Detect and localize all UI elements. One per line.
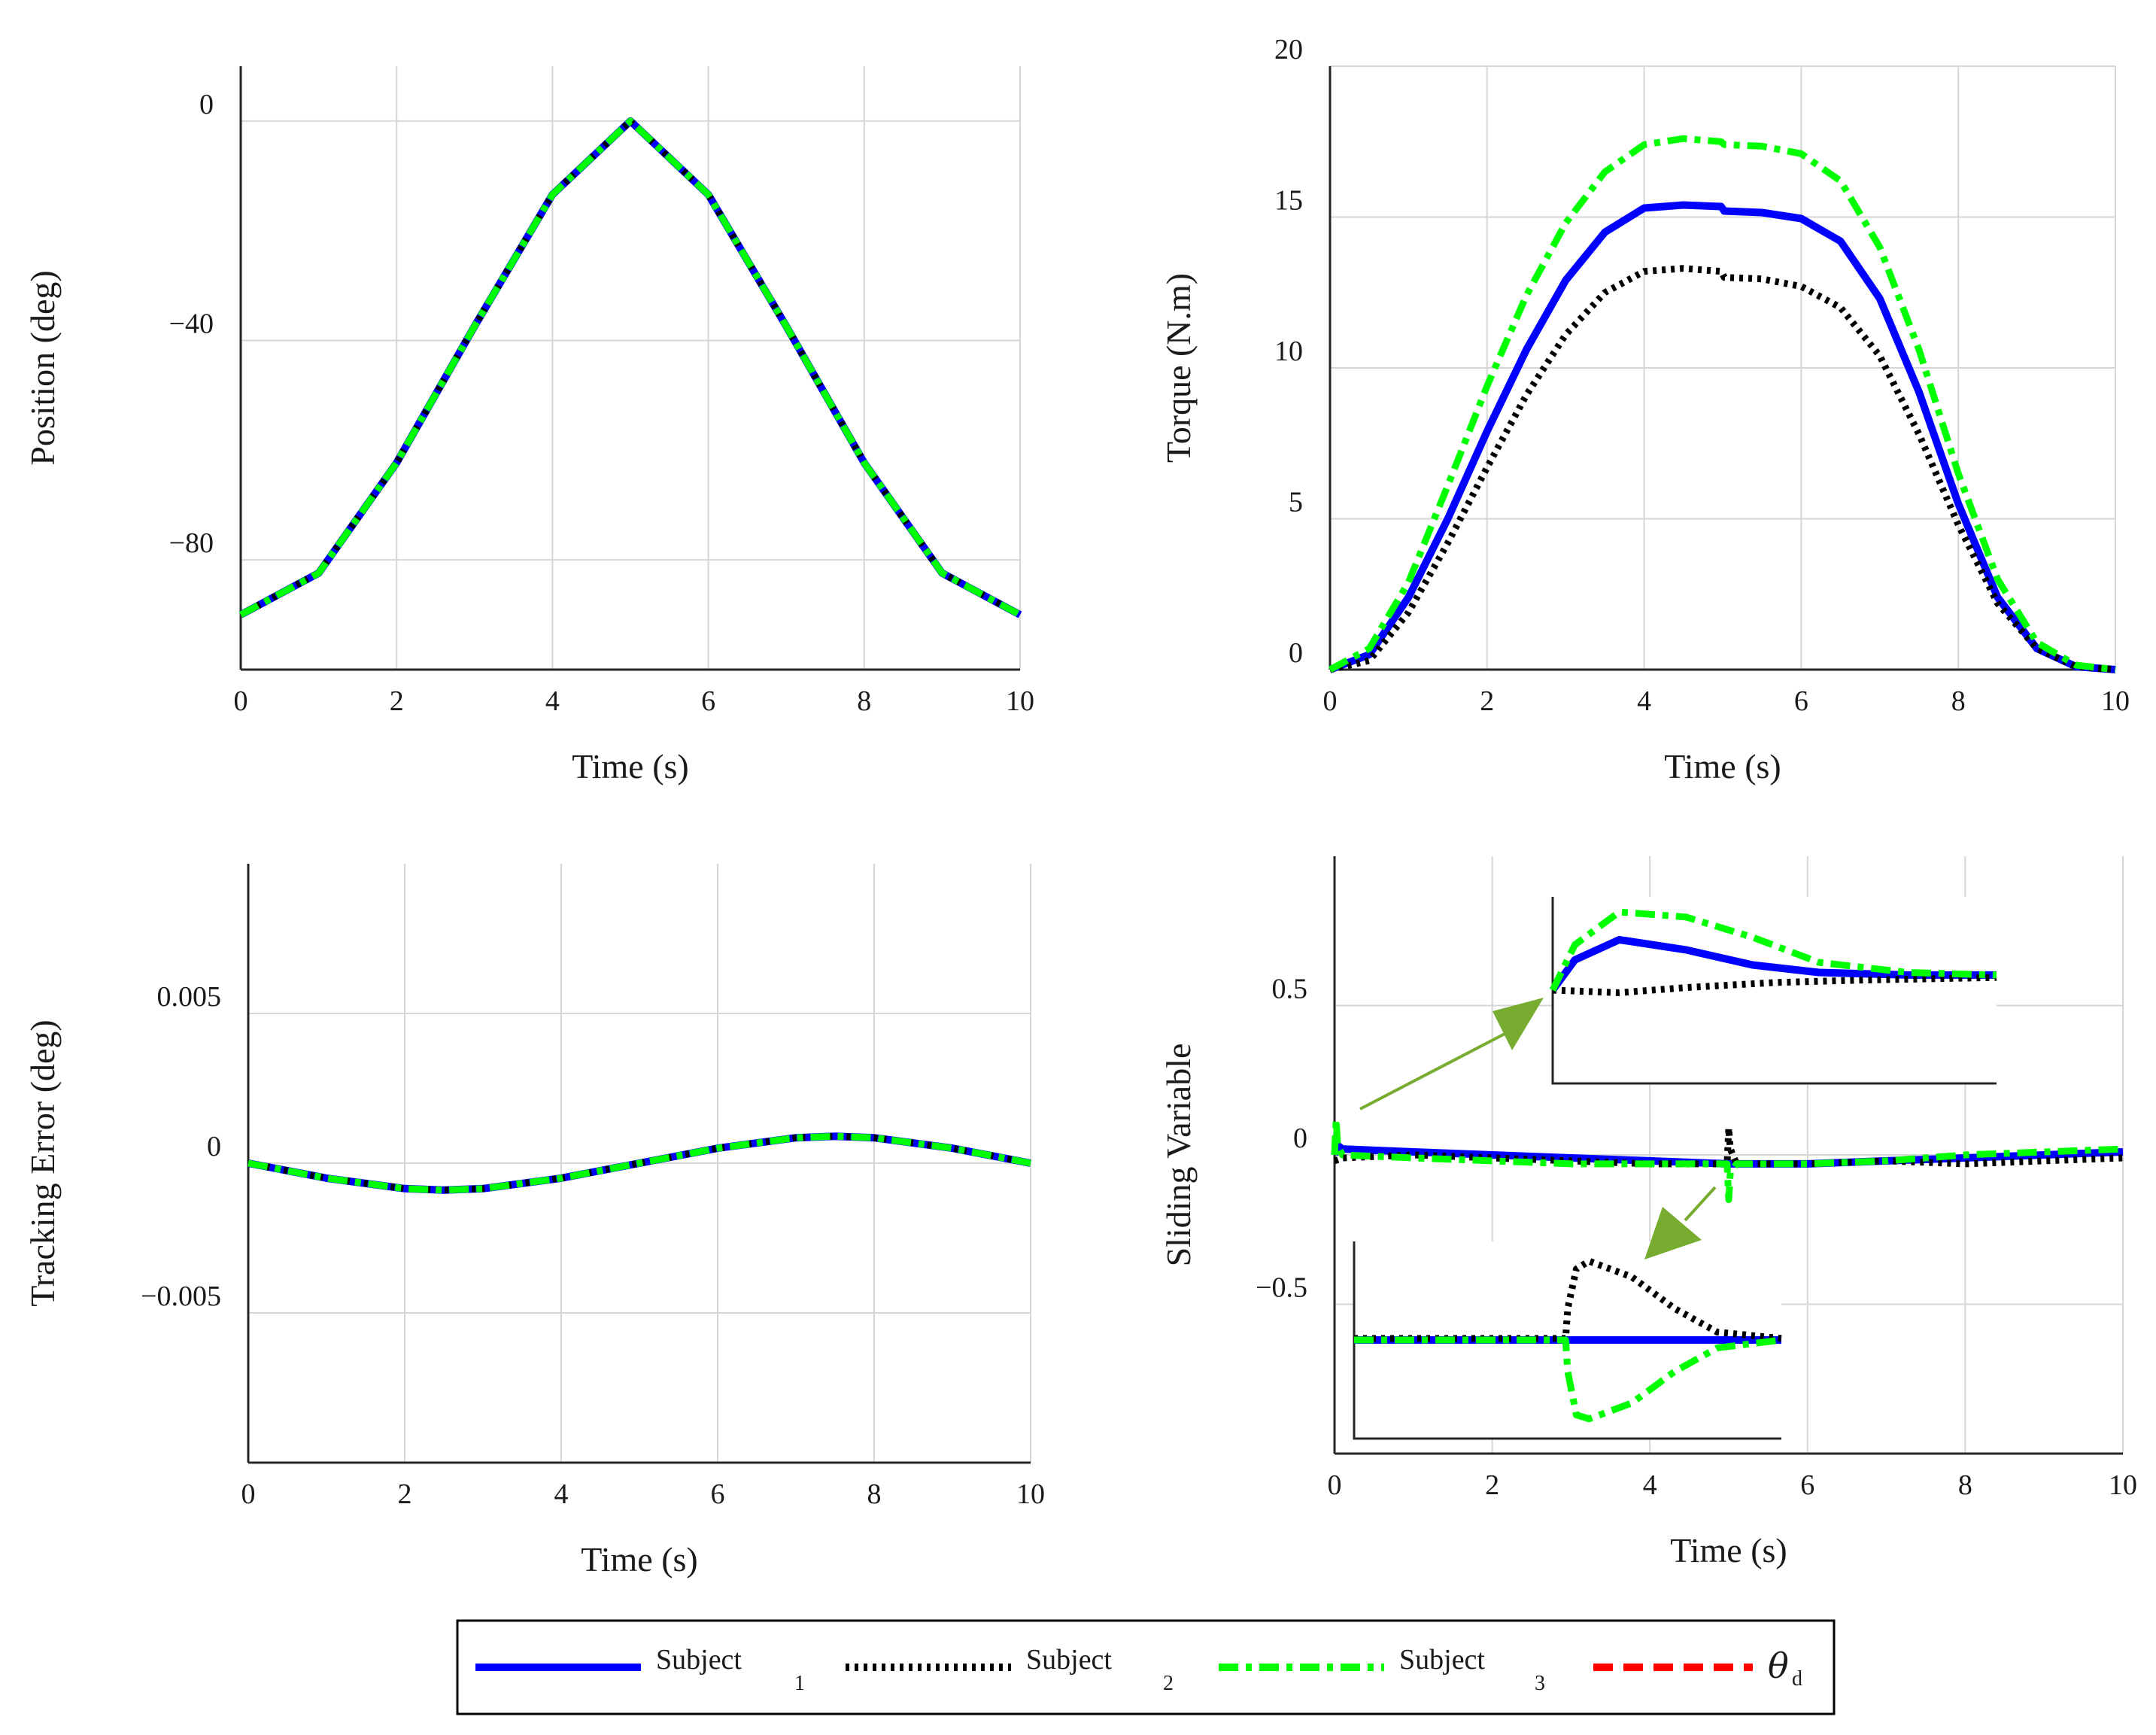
tracking_error-x-tick-label: 6 [711, 1478, 725, 1510]
tracking_error-x-tick-label: 10 [1016, 1478, 1045, 1510]
torque-x-tick-label: 0 [1323, 685, 1338, 717]
tracking_error-series-subject-3 [247, 1132, 1031, 1194]
torque-series-subject-1 [1329, 201, 2116, 673]
chart-torque: 0 2 4 6 8 10 0 5 10 15 20 Time (s) Torque (N.m) [1159, 34, 2130, 785]
tracking_error-x-tick-label: 0 [241, 1478, 256, 1510]
sliding_variable-x-tick-label: 8 [1958, 1469, 1972, 1501]
position-x-axis-label: Time (s) [572, 747, 689, 785]
position-series-subject-2 [238, 117, 1022, 618]
arrow-head-inset-t0 [1492, 998, 1544, 1050]
torque-x-tick-label: 2 [1480, 685, 1494, 717]
torque-y-axis-label: Torque (N.m) [1159, 273, 1198, 463]
legend-label-subject-1: Subject [656, 1644, 742, 1676]
position-x-tick-label: 6 [701, 685, 715, 717]
position-series-subject-3 [238, 117, 1022, 618]
position-y-tick-label: 0 [199, 89, 214, 120]
torque-x-axis-label: Time (s) [1664, 747, 1781, 785]
torque-series-subject-3 [1328, 135, 2116, 673]
sliding_variable-x-tick-label: 6 [1800, 1469, 1814, 1501]
arrow-to-inset-t5 [1684, 1186, 1717, 1222]
position-x-tick-label: 4 [545, 685, 560, 717]
sliding_variable-y-axis-label: Sliding Variable [1159, 1044, 1198, 1267]
inset-zoom-near-t0-series-subject-1 [1549, 936, 1997, 992]
torque-y-tick-label: 15 [1274, 185, 1303, 217]
position-series-theta_d [238, 117, 1022, 618]
sliding_variable-x-tick-label: 4 [1643, 1469, 1657, 1501]
legend: Subject 1 Subject 2 Subject 3 θ d [456, 1619, 1836, 1715]
inset-axes [1353, 1241, 1781, 1440]
torque-x-tick-label: 4 [1637, 685, 1651, 717]
legend-sub-subject-3: 3 [1535, 1672, 1545, 1695]
sliding_variable-y-tick-label: 0.5 [1272, 974, 1308, 1005]
tracking_error-series-subject-2 [247, 1132, 1031, 1194]
tracking_error-x-tick-label: 8 [867, 1478, 882, 1510]
tracking_error-y-tick-label: 0.005 [157, 981, 222, 1013]
sliding_variable-x-axis-label: Time (s) [1670, 1531, 1787, 1569]
tracking_error-y-axis-label: Tracking Error (deg) [23, 1019, 62, 1307]
torque-x-tick-label: 8 [1951, 685, 1966, 717]
torque-y-tick-label: 5 [1289, 487, 1303, 518]
tracking_error-y-tick-label: 0 [207, 1131, 221, 1162]
position-series-subject-1 [238, 117, 1022, 618]
legend-label-theta-d: θ [1768, 1645, 1789, 1686]
position-x-tick-label: 0 [234, 685, 248, 717]
inset-zoom-near-t5 [1353, 1241, 1782, 1440]
sliding_variable-x-tick-label: 2 [1485, 1469, 1499, 1501]
torque-y-tick-label: 20 [1274, 34, 1303, 65]
inset-zoom-near-t0 [1549, 897, 1997, 1085]
torque-y-tick-label: 0 [1289, 637, 1303, 669]
position-x-tick-label: 10 [1006, 685, 1034, 717]
torque-series-subject-2 [1329, 265, 2116, 673]
chart-sliding_variable: 0 2 4 6 8 10 −0.5 0 0.5 Time (s) Sliding Variable [1159, 856, 2137, 1569]
inset-zoom-near-t5-series-subject-3 [1354, 1336, 1782, 1423]
arrow-head-inset-t5 [1644, 1207, 1702, 1259]
legend-label-subject-2: Subject [1026, 1644, 1112, 1676]
sliding_variable-x-tick-label: 0 [1328, 1469, 1342, 1501]
sliding_variable-x-tick-label: 10 [2109, 1469, 2137, 1501]
position-y-axis-label: Position (deg) [23, 270, 62, 465]
legend-sub-theta-d: d [1792, 1667, 1802, 1691]
inset-zoom-near-t0-series-subject-2 [1552, 974, 1997, 996]
chart-tracking_error: 0 2 4 6 8 10 −0.005 0 0.005 Time (s) Tracking Erro… [23, 864, 1045, 1579]
torque-x-tick-label: 10 [2101, 685, 2130, 717]
arrow-to-inset-t0 [1359, 1029, 1511, 1111]
legend-sub-subject-1: 1 [794, 1672, 805, 1695]
tracking_error-y-tick-label: −0.005 [141, 1281, 221, 1312]
sliding_variable-series-subject-3 [1331, 1115, 2124, 1203]
position-x-tick-label: 2 [390, 685, 404, 717]
position-x-tick-label: 8 [857, 685, 871, 717]
position-y-tick-label: −40 [169, 308, 214, 340]
sliding_variable-y-tick-label: −0.5 [1256, 1272, 1307, 1304]
chart-position: 0 2 4 6 8 10 −80 −40 0 Time (s) Position (deg) [23, 66, 1034, 785]
sliding_variable-y-tick-label: 0 [1293, 1123, 1307, 1154]
legend-sub-subject-2: 2 [1163, 1672, 1174, 1695]
tracking_error-x-tick-label: 4 [554, 1478, 569, 1510]
inset-axes [1551, 897, 1997, 1085]
legend-label-subject-3: Subject [1399, 1644, 1485, 1676]
inset-zoom-near-t0-series-subject-3 [1549, 908, 1997, 992]
sliding_variable-series-subject-2 [1333, 1124, 2124, 1168]
torque-x-tick-label: 6 [1794, 685, 1808, 717]
tracking_error-x-axis-label: Time (s) [581, 1540, 698, 1579]
torque-y-tick-label: 10 [1274, 336, 1303, 367]
position-y-tick-label: −80 [169, 527, 214, 559]
callout-arrows [1359, 998, 1717, 1259]
tracking_error-x-tick-label: 2 [398, 1478, 412, 1510]
